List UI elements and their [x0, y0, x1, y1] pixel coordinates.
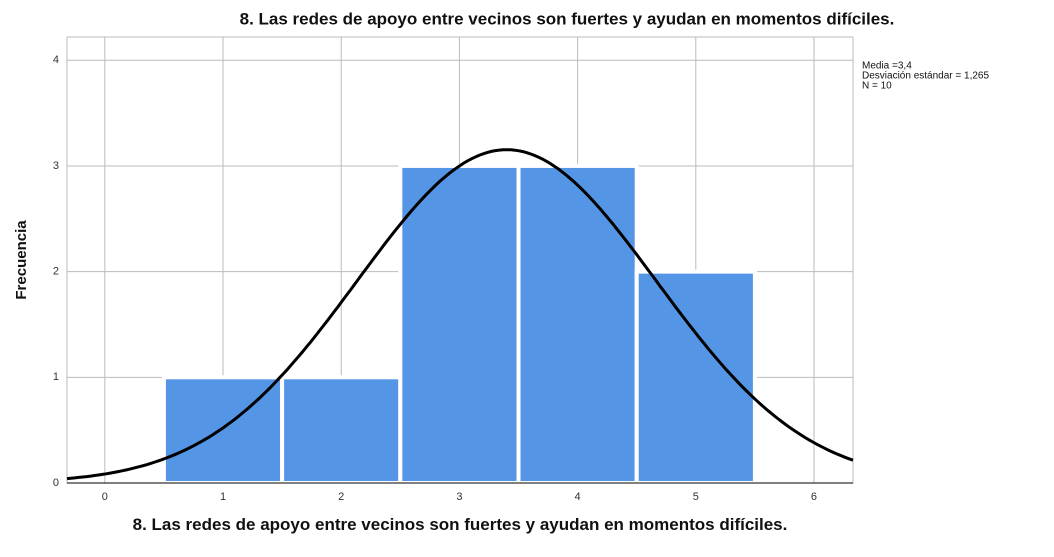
- bar: [398, 163, 521, 485]
- stats-label: Media =3,4: [862, 61, 912, 72]
- bar: [280, 375, 403, 486]
- stats-label: Desviación estándar = 1,265: [862, 71, 989, 82]
- normal-curve: [66, 148, 854, 481]
- y-axis-label: Frecuencia: [13, 220, 30, 300]
- bar: [516, 163, 639, 485]
- x-tick-label: 0: [102, 491, 108, 503]
- x-axis-label: 8. Las redes de apoyo entre vecinos son …: [132, 515, 788, 534]
- y-tick-label: 2: [53, 266, 59, 278]
- x-tick-label: 2: [338, 491, 344, 503]
- y-tick-label: 0: [53, 477, 59, 489]
- y-tick-label: 4: [53, 54, 59, 66]
- x-tick-label: 6: [811, 491, 817, 503]
- x-tick-label: 5: [693, 491, 699, 503]
- stats-label: N = 10: [862, 81, 892, 92]
- x-tick-label: 4: [575, 491, 581, 503]
- x-tick-label: 1: [220, 491, 226, 503]
- chart-title: 8. Las redes de apoyo entre vecinos son …: [240, 9, 895, 28]
- y-tick-label: 1: [53, 371, 59, 383]
- bar: [634, 269, 757, 485]
- x-tick-label: 3: [456, 491, 462, 503]
- y-tick-label: 3: [53, 160, 59, 172]
